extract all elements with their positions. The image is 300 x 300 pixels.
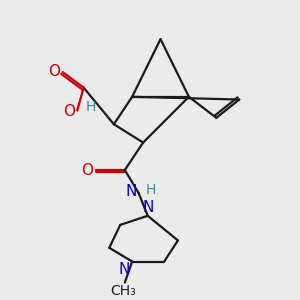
Text: CH₃: CH₃: [110, 284, 136, 298]
Text: O: O: [63, 104, 75, 119]
Text: N: N: [142, 200, 153, 215]
Text: N: N: [125, 184, 137, 200]
Text: H: H: [146, 183, 156, 197]
Text: O: O: [48, 64, 60, 79]
Text: O: O: [81, 163, 93, 178]
Text: H: H: [85, 100, 96, 114]
Text: N: N: [119, 262, 130, 278]
